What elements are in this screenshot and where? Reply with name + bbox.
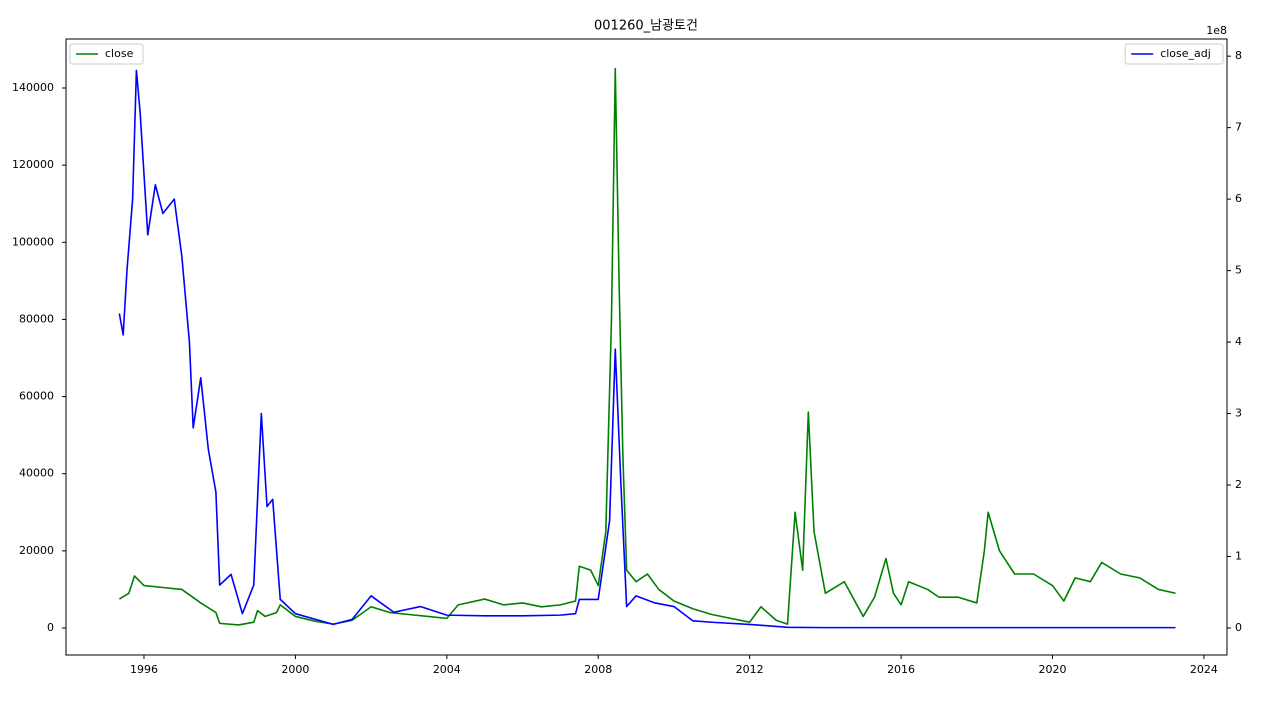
y-tick-label: 100000 xyxy=(12,235,54,248)
x-tick-label: 2024 xyxy=(1190,663,1218,676)
x-tick-label: 2012 xyxy=(736,663,764,676)
y2-tick-label: 6 xyxy=(1235,192,1242,205)
y2-tick-label: 1 xyxy=(1235,550,1242,563)
plot-frame xyxy=(65,38,1228,656)
y2-tick-label: 2 xyxy=(1235,478,1242,491)
y2-tick-label: 8 xyxy=(1235,49,1242,62)
y2-offset-label: 1e8 xyxy=(1206,24,1227,37)
y-tick-label: 120000 xyxy=(12,158,54,171)
y-tick-label: 0 xyxy=(47,621,54,634)
legend-box xyxy=(69,43,144,65)
chart-title: 001260_남광토건 xyxy=(594,19,698,34)
x-tick-label: 2004 xyxy=(433,663,461,676)
y-tick-label: 140000 xyxy=(12,81,54,94)
y2-tick-label: 7 xyxy=(1235,121,1242,134)
y-tick-label: 80000 xyxy=(19,312,54,325)
legend-box xyxy=(1124,43,1224,65)
x-tick-label: 2016 xyxy=(887,663,915,676)
y-tick-label: 40000 xyxy=(19,467,54,480)
series-line xyxy=(118,67,1176,626)
x-tick-label: 2008 xyxy=(584,663,612,676)
x-tick-label: 2020 xyxy=(1038,663,1066,676)
series-line xyxy=(118,69,1176,629)
legend-label: close_adj xyxy=(1160,47,1211,60)
y-tick-label: 20000 xyxy=(19,544,54,557)
x-tick-label: 1996 xyxy=(130,663,158,676)
y-tick-label: 60000 xyxy=(19,390,54,403)
y2-tick-label: 3 xyxy=(1235,407,1242,420)
y2-tick-label: 4 xyxy=(1235,335,1242,348)
y2-tick-label: 0 xyxy=(1235,621,1242,634)
x-tick-label: 2000 xyxy=(281,663,309,676)
legend-label: close xyxy=(105,47,134,60)
y2-tick-label: 5 xyxy=(1235,264,1242,277)
